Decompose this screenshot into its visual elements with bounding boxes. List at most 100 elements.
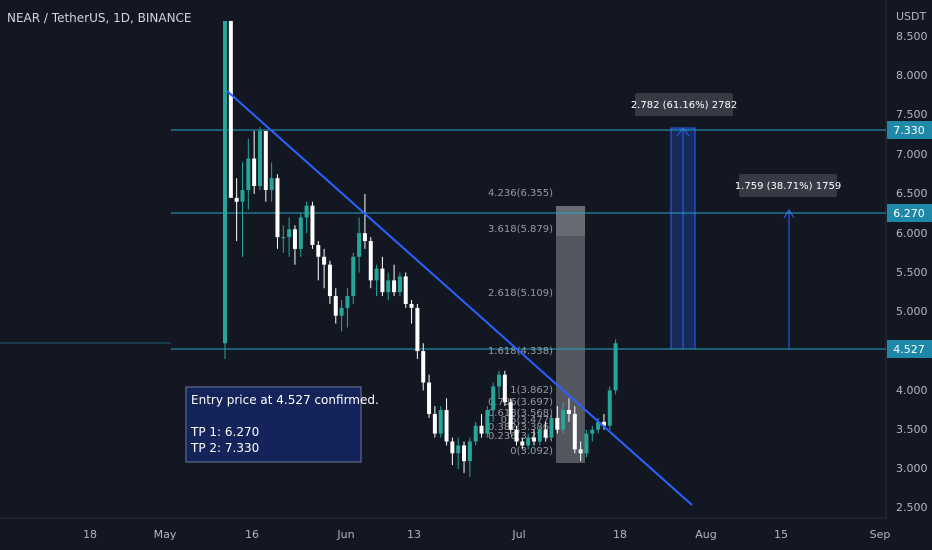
candle-down[interactable] xyxy=(234,197,239,202)
candle-up[interactable] xyxy=(269,178,274,190)
tp1-measure-label-box xyxy=(739,174,837,197)
fib-label-0382: 0.382(3.386) xyxy=(488,422,553,433)
candle-down[interactable] xyxy=(322,256,327,265)
candle-up[interactable] xyxy=(491,386,496,411)
candle-down[interactable] xyxy=(310,205,315,245)
tp1-measure-label: 1.759 (38.71%) 1759 xyxy=(735,181,841,192)
candle-down[interactable] xyxy=(362,233,367,242)
price-tick-label: 5.000 xyxy=(896,305,928,318)
candle-down[interactable] xyxy=(228,20,233,198)
candle-up[interactable] xyxy=(485,410,490,434)
candle-up[interactable] xyxy=(590,429,595,434)
candle-down[interactable] xyxy=(316,244,321,257)
candle-up[interactable] xyxy=(351,256,356,297)
badge-entry xyxy=(887,340,932,358)
candle-down[interactable] xyxy=(543,429,548,438)
time-tick-label: 15 xyxy=(774,528,788,541)
fib-extension-zone[interactable] xyxy=(556,206,585,463)
candles-group xyxy=(223,20,618,477)
candle-up[interactable] xyxy=(473,425,478,442)
candle-down[interactable] xyxy=(380,268,385,293)
candle-up[interactable] xyxy=(397,276,402,293)
candle-down[interactable] xyxy=(578,449,583,454)
price-tick-label: 6.500 xyxy=(896,187,928,200)
fib-label-0236: 0.236(3.274) xyxy=(488,431,553,442)
candle-down[interactable] xyxy=(601,421,606,426)
candle-up[interactable] xyxy=(304,205,309,218)
candle-up[interactable] xyxy=(374,268,379,281)
fib-label-1: 1(3.862) xyxy=(510,385,553,396)
candle-up[interactable] xyxy=(456,445,461,454)
candle-up[interactable] xyxy=(438,410,443,434)
candle-up[interactable] xyxy=(607,390,612,426)
tp2-arrow-head xyxy=(676,127,690,137)
candle-down[interactable] xyxy=(392,280,397,293)
candle-down[interactable] xyxy=(409,303,414,308)
price-tick-label: 2.500 xyxy=(896,501,928,514)
time-tick-label: 18 xyxy=(83,528,97,541)
badge-tp1-text: 6.270 xyxy=(893,207,925,220)
candle-down[interactable] xyxy=(444,410,449,442)
candle-down[interactable] xyxy=(479,425,484,434)
price-tick-label: 7.000 xyxy=(896,148,928,161)
candle-up[interactable] xyxy=(223,20,227,344)
candle-down[interactable] xyxy=(572,413,577,450)
candle-down[interactable] xyxy=(502,374,507,403)
time-tick-label: May xyxy=(154,528,177,541)
candle-up[interactable] xyxy=(497,374,502,387)
annotation-entry-text: Entry price at 4.527 confirmed. xyxy=(191,393,379,407)
candle-down[interactable] xyxy=(421,351,426,383)
candle-up[interactable] xyxy=(345,296,350,308)
candle-down[interactable] xyxy=(508,402,513,430)
candle-down[interactable] xyxy=(520,441,525,446)
candle-down[interactable] xyxy=(415,307,420,352)
candle-up[interactable] xyxy=(357,233,362,257)
candle-down[interactable] xyxy=(263,131,268,190)
candle-down[interactable] xyxy=(327,264,332,297)
candle-up[interactable] xyxy=(526,437,531,446)
fib-label-0618: 0.618(3.568) xyxy=(488,408,553,419)
candle-down[interactable] xyxy=(403,276,408,304)
candle-up[interactable] xyxy=(537,429,542,442)
candle-up[interactable] xyxy=(386,280,391,293)
annotation-box[interactable] xyxy=(185,386,362,463)
candle-up[interactable] xyxy=(561,410,566,430)
candle-down[interactable] xyxy=(531,437,536,442)
price-tick-label: 6.000 xyxy=(896,227,928,240)
candle-up[interactable] xyxy=(549,417,554,438)
candle-down[interactable] xyxy=(514,429,519,442)
time-tick-label: 18 xyxy=(613,528,627,541)
candle-up[interactable] xyxy=(596,421,601,430)
candle-up[interactable] xyxy=(287,229,292,238)
candle-up[interactable] xyxy=(281,237,286,239)
candle-down[interactable] xyxy=(275,178,280,238)
candle-down[interactable] xyxy=(450,441,455,454)
candle-down[interactable] xyxy=(555,417,560,430)
candle-down[interactable] xyxy=(462,445,467,462)
candle-up[interactable] xyxy=(240,189,245,202)
candle-down[interactable] xyxy=(292,229,297,249)
candle-up[interactable] xyxy=(257,131,262,187)
badge-tp2-text: 7.330 xyxy=(893,124,925,137)
tp2-measure-label-box xyxy=(635,93,733,116)
descending-trendline[interactable] xyxy=(226,90,693,506)
price-tick-label: 8.000 xyxy=(896,69,928,82)
candle-down[interactable] xyxy=(427,382,432,414)
candle-up[interactable] xyxy=(613,343,618,391)
price-tick-label: 3.500 xyxy=(896,423,928,436)
candle-up[interactable] xyxy=(584,433,589,454)
candle-up[interactable] xyxy=(246,158,251,190)
candle-down[interactable] xyxy=(432,413,437,434)
tp2-measure-label: 2.782 (61.16%) 2782 xyxy=(631,100,737,111)
candle-down[interactable] xyxy=(333,296,338,316)
time-tick-label: Jul xyxy=(511,528,525,541)
candle-up[interactable] xyxy=(298,217,303,249)
candle-up[interactable] xyxy=(467,441,472,462)
candle-down[interactable] xyxy=(368,241,373,281)
candle-down[interactable] xyxy=(252,158,257,187)
candle-up[interactable] xyxy=(339,307,344,316)
price-tick-label: 5.500 xyxy=(896,266,928,279)
candle-down[interactable] xyxy=(566,410,571,414)
